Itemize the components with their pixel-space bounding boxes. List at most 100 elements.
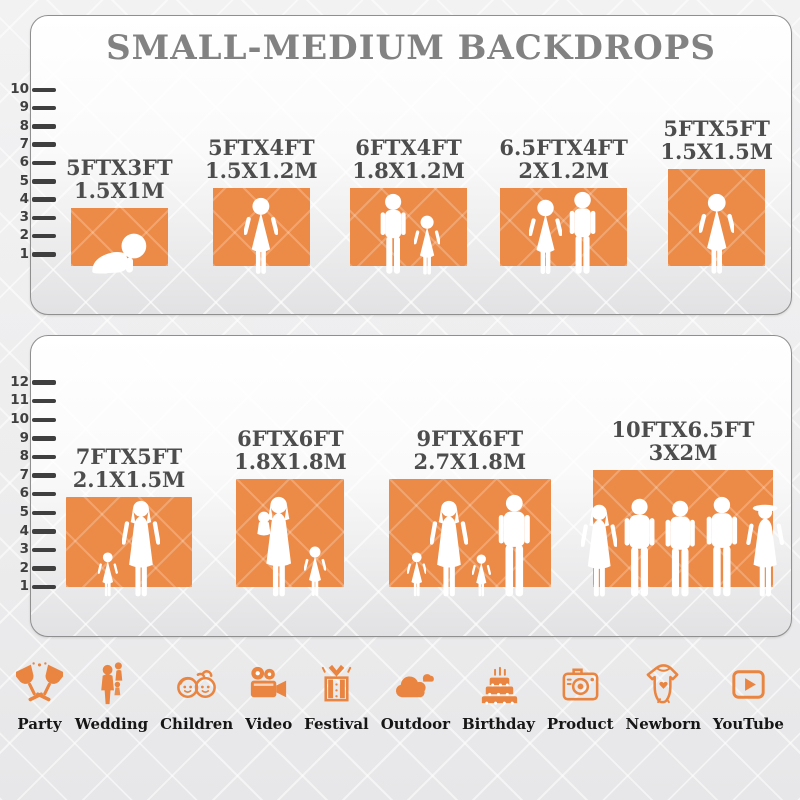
girl-silhouette <box>698 193 735 274</box>
backdrop-canvas <box>350 188 468 275</box>
backdrop-item: 6FTX6FT 1.8X1.8M <box>234 427 347 597</box>
size-meters: 1.5X1.5M <box>660 138 773 164</box>
ruler-number: 7 <box>19 135 29 152</box>
category-label: Birthday <box>461 715 535 733</box>
size-feet: 6FTX4FT <box>355 135 462 160</box>
man-silhouette <box>706 496 737 597</box>
silhouette-group <box>581 496 784 598</box>
ruler-tick: 9 <box>3 431 56 446</box>
ruler-tick-mark <box>32 566 56 571</box>
gift-box-icon <box>313 656 360 708</box>
ruler-tick: 5 <box>3 174 56 189</box>
girl-silhouette <box>304 546 327 596</box>
ruler-tick-mark <box>32 197 56 202</box>
category-label: Video <box>245 715 293 733</box>
ruler-tick: 8 <box>3 450 56 464</box>
wedding-couple-icon <box>88 656 135 708</box>
backdrop-item: 5FTX5FT 1.5X1.5M <box>660 115 773 274</box>
backdrop-item: 6FTX4FT 1.8X1.2M <box>350 136 468 275</box>
category-product: Product <box>547 656 614 733</box>
size-feet: 9FTX6FT <box>416 426 524 451</box>
size-meters: 1.8X1.8M <box>234 449 347 474</box>
size-feet: 6FTX6FT <box>237 426 344 451</box>
size-feet: 5FTX4FT <box>208 135 315 160</box>
girl-silhouette <box>471 554 491 597</box>
ruler-number: 4 <box>19 522 29 539</box>
ruler-number: 2 <box>19 559 29 576</box>
ruler-tick-mark <box>32 436 56 441</box>
backdrop-size-label: 9FTX6FT 2.7X1.8M <box>414 427 527 473</box>
category-newborn: Newborn <box>626 656 701 733</box>
category-children: Children <box>160 656 233 733</box>
ruler-tick-mark <box>32 215 56 221</box>
backdrop-item: 10FTX6.5FT 3X2M <box>581 418 784 597</box>
backdrop-row-small: 5FTX3FT 1.5X1M 5FTX4FT 1.5X1.2M 6FTX4FT 1.8X1… <box>66 115 773 275</box>
category-bar: Party Wedding Children Video Festival Outdoor… <box>0 656 800 733</box>
backdrop-item: 7FTX5FT 2.1X1.5M <box>66 445 192 597</box>
woman-holding-baby-silhouette <box>257 496 292 597</box>
ruler-tick-mark <box>32 233 56 239</box>
backdrop-size-label: 6FTX6FT 1.8X1.8M <box>234 427 347 473</box>
woman-silhouette <box>581 504 618 597</box>
photo-camera-icon <box>557 656 604 708</box>
backdrop-size-label: 10FTX6.5FT 3X2M <box>611 418 754 464</box>
ruler-number: 10 <box>10 411 29 427</box>
backdrop-canvas <box>236 479 345 597</box>
woman-hat-silhouette <box>745 504 784 597</box>
ruler-tick: 7 <box>3 468 56 483</box>
size-meters: 2.1X1.5M <box>72 467 186 492</box>
size-feet: 10FTX6.5FT <box>611 417 755 442</box>
ruler-tick-mark <box>32 252 56 257</box>
backdrop-size-label: 6FTX4FT 1.8X1.2M <box>352 136 465 182</box>
ruler-tick: 9 <box>3 101 56 115</box>
backdrop-item: 6.5FTX4FT 2X1.2M <box>499 135 628 274</box>
ruler-tick-mark <box>32 179 56 184</box>
backdrop-row-medium: 7FTX5FT 2.1X1.5M 6FTX6FT 1.8X1.8M 9FTX6FT 2.7… <box>66 418 784 597</box>
backdrop-canvas <box>581 470 784 597</box>
ruler-tick: 6 <box>3 156 56 170</box>
woman-silhouette <box>430 500 468 597</box>
woman-silhouette <box>121 500 160 597</box>
category-label: Outdoor <box>380 715 450 733</box>
ruler-tick: 3 <box>3 543 56 557</box>
ruler-number: 8 <box>19 117 29 134</box>
size-meters: 2.7X1.8M <box>413 449 527 474</box>
ruler-tick: 2 <box>3 229 56 243</box>
category-birthday: Birthday <box>462 656 535 733</box>
ruler-tick-mark <box>32 491 56 497</box>
ruler-tick: 8 <box>3 117 56 134</box>
category-outdoor: Outdoor <box>381 656 450 733</box>
backdrop-canvas <box>667 168 766 274</box>
backdrop-size-label: 7FTX5FT 2.1X1.5M <box>73 445 186 491</box>
baby-onesie-icon <box>640 656 687 708</box>
ruler-tick: 7 <box>3 135 56 152</box>
ruler-tick: 6 <box>3 487 56 501</box>
size-meters: 1.5X1.2M <box>205 158 318 183</box>
backdrop-canvas <box>500 188 628 274</box>
ruler-number: 1 <box>19 245 29 262</box>
category-label: Festival <box>304 715 369 733</box>
ruler-tick-mark <box>32 142 56 147</box>
ruler-tick-mark <box>32 473 56 478</box>
ruler-tick: 2 <box>3 559 56 576</box>
category-label: Product <box>546 715 614 733</box>
ruler-tick-mark <box>32 529 56 534</box>
category-label: Children <box>160 715 234 733</box>
girl-silhouette <box>98 552 118 597</box>
silhouette-group <box>71 231 169 277</box>
ruler-tick: 1 <box>3 245 56 262</box>
silhouette-group <box>213 197 311 277</box>
size-feet: 5FTX5FT <box>663 115 770 141</box>
ruler-number: 9 <box>19 99 29 116</box>
man-silhouette <box>498 494 530 597</box>
ruler-number: 3 <box>19 541 29 558</box>
category-festival: Festival <box>304 656 369 733</box>
size-feet: 6.5FTX4FT <box>499 135 628 160</box>
ruler-number: 6 <box>19 485 29 502</box>
ruler-number: 4 <box>19 190 29 207</box>
ruler-number: 11 <box>10 392 29 409</box>
boy-silhouette <box>569 191 595 274</box>
ruler-tick-mark <box>32 380 56 385</box>
silhouette-group <box>236 496 344 598</box>
